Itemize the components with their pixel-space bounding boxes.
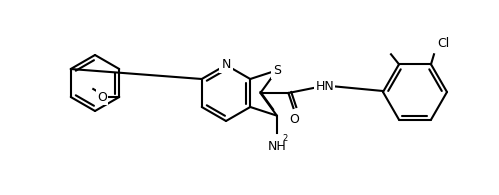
Text: Cl: Cl: [437, 37, 449, 50]
Text: NH: NH: [267, 140, 286, 153]
Text: O: O: [97, 90, 107, 104]
Text: 2: 2: [282, 134, 287, 143]
Text: O: O: [289, 113, 299, 126]
Text: S: S: [273, 64, 281, 77]
Text: N: N: [222, 58, 231, 72]
Text: HN: HN: [315, 80, 334, 92]
